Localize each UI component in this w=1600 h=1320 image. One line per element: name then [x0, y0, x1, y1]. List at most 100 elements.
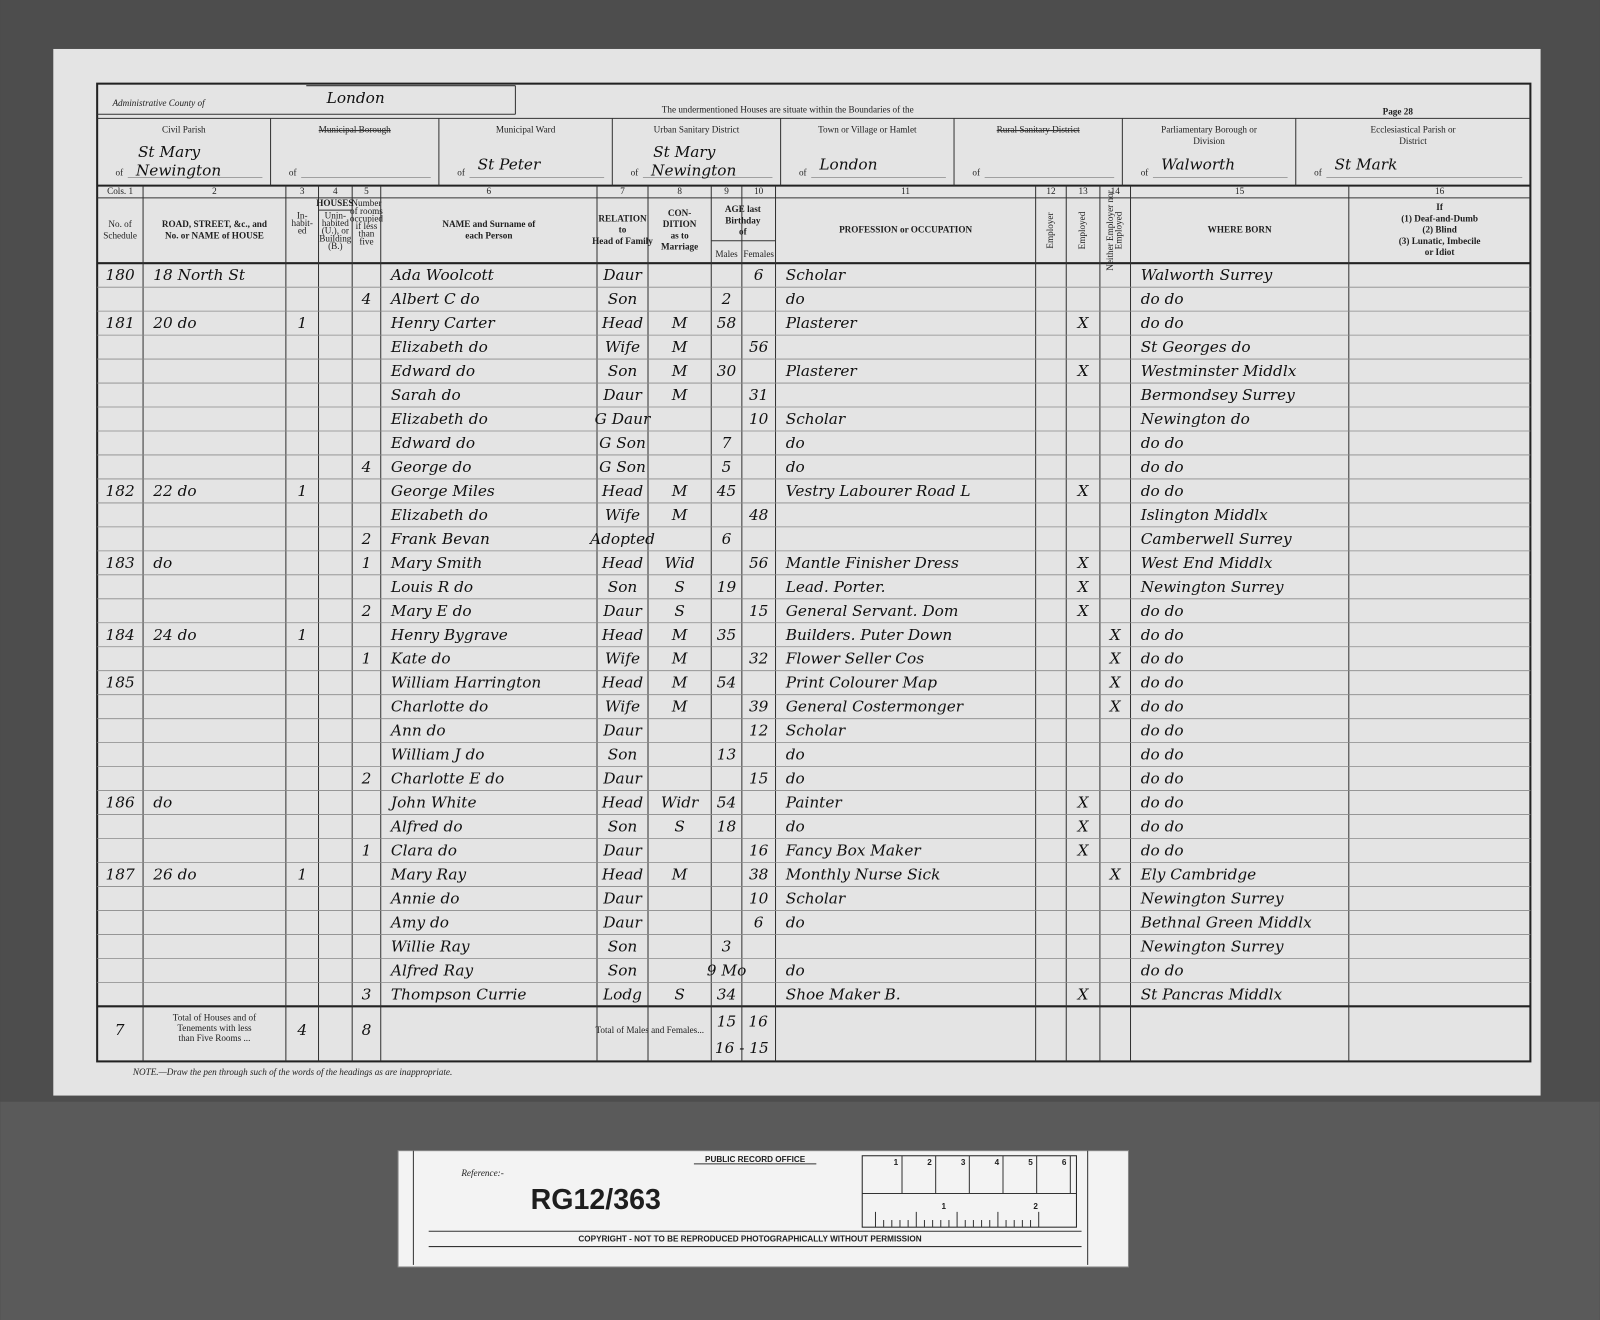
- cell-relation: Wife: [605, 338, 640, 356]
- cell-name: Mary E do: [390, 602, 472, 620]
- cell-born: Bethnal Green Middlx: [1140, 913, 1312, 931]
- cell-name: Mary Ray: [390, 865, 467, 883]
- cell-age_f: 38: [749, 865, 769, 883]
- column-header: WHERE BORN: [1208, 225, 1272, 235]
- cell-age_f: 12: [749, 722, 768, 740]
- intro-text: The undermentioned Houses are situate wi…: [662, 104, 914, 114]
- cell-occupation: Mantle Finisher Dress: [785, 554, 959, 572]
- cell-name: John White: [388, 794, 477, 812]
- cell-condition: S: [674, 578, 684, 596]
- cell-occupation: Painter: [785, 794, 844, 812]
- county-value: London: [326, 89, 385, 107]
- column-header: (1) Deaf-and-Dumb: [1401, 213, 1478, 223]
- cell-age_f: 10: [749, 410, 769, 428]
- cell-born: do do: [1141, 602, 1184, 620]
- cell-name: Louis R do: [390, 578, 473, 596]
- cell-name: Edward do: [390, 434, 475, 452]
- cell-age_m: 35: [717, 626, 736, 644]
- cell-condition: Widr: [661, 794, 700, 812]
- cell-born: West End Middlx: [1141, 554, 1273, 572]
- column-number: 11: [901, 186, 910, 196]
- total-rooms: 8: [362, 1021, 372, 1039]
- cell-relation: Daur: [602, 722, 643, 740]
- cell-born: Walworth Surrey: [1141, 266, 1273, 284]
- cell-born: do do: [1141, 290, 1184, 308]
- cell-rooms: 1: [362, 554, 372, 572]
- cell-age_m: 54: [717, 674, 736, 692]
- cell-born: do do: [1141, 434, 1184, 452]
- cell-occupation: Plasterer: [785, 314, 859, 332]
- cell-inhabited: 1: [297, 314, 307, 332]
- cell-occupation: do: [786, 434, 805, 452]
- cell-born: Islington Middlx: [1140, 506, 1268, 524]
- cell-age_f: 10: [749, 889, 769, 907]
- column-number: 16: [1435, 186, 1445, 196]
- cell-age_m: 18: [717, 818, 737, 836]
- cell-relation: Head: [601, 865, 644, 883]
- cell-rooms: 4: [361, 290, 372, 308]
- cell-condition: M: [671, 482, 688, 500]
- page-number: Page 28: [1383, 106, 1414, 116]
- cell-relation: Daur: [602, 889, 643, 907]
- column-number: 14: [1111, 186, 1121, 196]
- cell-relation: Head: [601, 794, 644, 812]
- cell-rooms: 2: [361, 530, 372, 548]
- column-header: Marriage: [661, 241, 698, 251]
- rotated-header: Employed: [1113, 211, 1123, 249]
- reference-slip: [397, 1150, 1129, 1268]
- cell-relation: Wife: [605, 506, 640, 524]
- division-value: St Mark: [1335, 155, 1398, 173]
- cell-occupation: do: [786, 961, 805, 979]
- division-prefix: of: [972, 168, 981, 178]
- column-header: (2) Blind: [1422, 225, 1456, 235]
- cell-condition: S: [674, 985, 684, 1003]
- slip-reference-label: Reference:-: [460, 1168, 503, 1178]
- cell-inhabited: 1: [297, 865, 307, 883]
- cell-rooms: 2: [361, 602, 372, 620]
- cell-age_f: 16: [749, 842, 769, 860]
- cell-neither: X: [1109, 674, 1122, 692]
- column-header: of rooms: [350, 206, 383, 216]
- column-header: or Idiot: [1425, 247, 1456, 257]
- cell-employed: X: [1077, 985, 1090, 1003]
- cell-born: Camberwell Surrey: [1141, 530, 1292, 548]
- ruler-digit: 2: [1033, 1202, 1038, 1211]
- division-value: St Mary: [653, 143, 716, 161]
- cell-born: do do: [1141, 842, 1184, 860]
- cell-employed: X: [1077, 842, 1090, 860]
- ruler-digit: 6: [1062, 1158, 1067, 1167]
- total-inhabited: 4: [296, 1021, 307, 1039]
- division-value: Newington: [135, 161, 221, 179]
- cell-relation: Lodg: [602, 985, 642, 1003]
- cell-occupation: Flower Seller Cos: [785, 650, 924, 668]
- cell-rooms: 2: [361, 770, 372, 788]
- cell-schedule: 187: [106, 865, 135, 883]
- ruler-digit: 1: [894, 1158, 899, 1167]
- column-header: In-: [297, 210, 308, 220]
- cell-born: St Pancras Middlx: [1141, 985, 1283, 1003]
- cell-name: Elizabeth do: [390, 338, 488, 356]
- cell-relation: Wife: [605, 650, 640, 668]
- cell-name: Henry Bygrave: [390, 626, 508, 644]
- cell-occupation: do: [786, 818, 805, 836]
- column-header: (3) Lunatic, Imbecile: [1399, 236, 1481, 246]
- column-header: as to: [671, 230, 690, 240]
- total-males: 15: [717, 1013, 736, 1031]
- ruler-digit: 5: [1028, 1158, 1033, 1167]
- cell-age_m: 30: [717, 362, 737, 380]
- column-header: ed: [298, 226, 307, 236]
- cell-occupation: do: [786, 746, 805, 764]
- cell-relation: Head: [601, 482, 644, 500]
- houses-header: HOUSES: [316, 198, 353, 208]
- cell-schedule: 185: [106, 674, 135, 692]
- cell-age_m: 2: [721, 290, 732, 308]
- cell-neither: X: [1109, 865, 1122, 883]
- cell-occupation: Shoe Maker B.: [786, 985, 901, 1003]
- cell-born: do do: [1141, 961, 1184, 979]
- column-header: if less: [356, 221, 378, 231]
- division-prefix: of: [799, 168, 808, 178]
- column-header: (U.), or: [322, 226, 349, 236]
- cell-name: William J do: [391, 746, 485, 764]
